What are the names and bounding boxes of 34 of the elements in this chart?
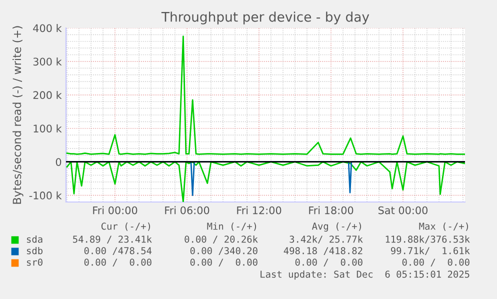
x-tick-label: Fri 00:00	[93, 206, 138, 214]
text: 0.00 / 20.26k	[184, 235, 258, 244]
x-tick-label: Sat 00:00	[378, 206, 428, 214]
text: 0.00 / 0.00	[190, 258, 258, 267]
text: 0.00 /340.20	[190, 247, 258, 256]
legend-label: sda	[26, 235, 42, 243]
text: 0.00 /478.54	[84, 247, 152, 256]
text: 119.88k/376.53k	[386, 235, 470, 244]
y-tick-label: -100 k	[29, 191, 62, 200]
legend-label: sdb	[26, 246, 42, 254]
y-tick-label: 100 k	[34, 124, 62, 132]
legend-label: sr0	[26, 258, 42, 266]
text: Cur (-/+)	[101, 222, 150, 231]
text: 3.42k/ 25.77k	[290, 235, 363, 244]
x-tick-label: Fri 06:00	[165, 206, 210, 214]
text: Min (-/+)	[207, 222, 256, 231]
y-tick-label: 0	[56, 158, 62, 166]
text: 498.18 /418.82	[284, 247, 362, 256]
text: 0.00 / 0.00	[84, 258, 152, 267]
text: 54.89 / 23.41k	[73, 235, 152, 244]
y-tick-label: 400 k	[33, 24, 62, 32]
chart-title: Throughput per device - by day	[161, 12, 370, 24]
text: 0.00 / 0.00	[402, 258, 470, 267]
y-axis-title: Bytes/second read (-) / write (+)	[12, 26, 24, 204]
x-tick-label: Fri 18:00	[309, 206, 354, 214]
text: 0.00 / 0.00	[295, 258, 362, 267]
line-series	[66, 36, 465, 155]
text: 99.71k/ 1.61k	[390, 246, 470, 256]
y-tick-label: 300 k	[33, 58, 62, 66]
x-tick-label: Fri 12:00	[237, 206, 282, 214]
text: Max (-/+)	[419, 222, 468, 231]
text: Avg (-/+)	[312, 222, 362, 232]
y-tick-label: 200 k	[33, 90, 62, 100]
text: Last update: Sat Dec 6 05:15:01 2025	[260, 270, 470, 280]
